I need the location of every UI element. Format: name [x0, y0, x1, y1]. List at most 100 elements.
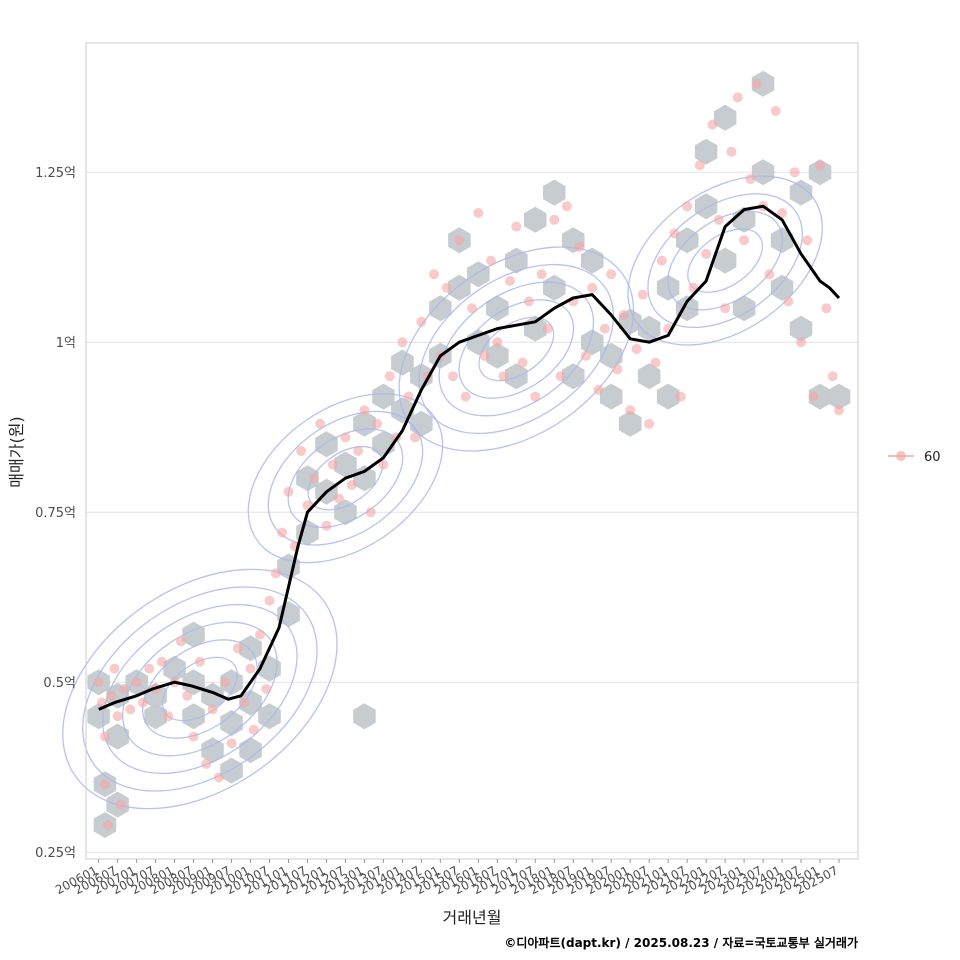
scatter-point	[416, 316, 427, 327]
hex-bin	[353, 703, 376, 730]
hex-bin	[144, 703, 167, 730]
scatter-point	[353, 446, 364, 456]
density-contour	[267, 410, 424, 546]
scatter-point	[732, 92, 743, 103]
scatter-point	[479, 350, 490, 361]
scatter-point	[93, 677, 104, 688]
scatter-point	[739, 235, 750, 246]
hex-bin	[239, 635, 262, 662]
scatter-point	[327, 459, 338, 470]
scatter-point	[245, 663, 256, 674]
hex-bin	[808, 159, 832, 186]
scatter-point	[441, 282, 452, 293]
scatter-point	[694, 160, 705, 171]
hex-bin	[467, 261, 490, 288]
scatter-point	[340, 432, 351, 443]
scatter-point	[808, 391, 819, 402]
hex-bin	[258, 703, 281, 730]
scatter-point	[599, 323, 610, 334]
hex-bin	[562, 363, 585, 390]
hex-bin	[201, 737, 224, 764]
scatter-point	[175, 636, 186, 647]
plot-panel-border	[85, 42, 859, 860]
scatter-point	[631, 344, 642, 354]
trend-line	[98, 204, 841, 711]
density-contour	[247, 393, 444, 564]
scatter-point	[321, 520, 332, 531]
scatter-point	[125, 704, 136, 715]
scatter-point	[593, 384, 604, 395]
hex-bin	[618, 410, 642, 437]
scatter-point	[682, 201, 693, 212]
scatter-point	[574, 242, 585, 252]
hex-bin	[808, 383, 832, 410]
scatter-point	[580, 350, 591, 361]
scatter-point	[454, 235, 465, 246]
scatter-point	[530, 391, 541, 402]
scatter-point	[707, 119, 718, 130]
hex-bin	[334, 451, 357, 478]
scatter-point	[821, 303, 832, 314]
scatter-point	[283, 486, 294, 497]
legend-key-point	[896, 451, 906, 461]
hex-bin	[239, 689, 262, 716]
hex-bin	[296, 519, 319, 546]
scatter-point	[163, 711, 174, 722]
y-axis-title: 매매가(원)	[7, 416, 26, 487]
scatter-point	[106, 690, 117, 701]
scatter-point	[207, 704, 218, 715]
scatter-point	[261, 684, 272, 694]
scatter-point	[131, 677, 142, 688]
scatter-point	[802, 235, 813, 246]
scatter-point	[359, 405, 370, 416]
scatter-point	[485, 255, 496, 266]
scatter-point	[448, 371, 459, 382]
scatter-point	[115, 799, 126, 810]
hex-bin	[505, 247, 528, 274]
scatter-point	[720, 303, 731, 314]
scatter-point	[675, 391, 686, 402]
scatter-point	[726, 146, 737, 157]
scatter-point	[555, 371, 566, 382]
scatter-point	[625, 405, 636, 416]
x-axis-title: 거래년월	[443, 908, 502, 927]
scatter-point	[498, 371, 509, 382]
hex-bin	[789, 179, 813, 206]
scatter-point	[99, 731, 110, 742]
scatter-point	[103, 820, 114, 830]
density-contour	[398, 246, 635, 452]
scatter-point	[384, 371, 395, 382]
hex-bin	[106, 723, 129, 750]
legend: 60	[888, 450, 941, 465]
scatter-point	[315, 418, 326, 429]
hex-bin	[505, 363, 528, 390]
scatter-point	[296, 446, 307, 456]
scatter-point	[188, 731, 199, 742]
hex-bin	[751, 70, 775, 97]
scatter-point	[201, 758, 212, 769]
hex-bin	[713, 247, 737, 274]
hex-bin	[429, 295, 452, 322]
scatter-point	[112, 711, 123, 722]
scatter-point	[745, 174, 756, 184]
y-tick-label: 0.75억	[35, 506, 76, 521]
y-tick-label: 0.5억	[43, 676, 76, 691]
scatter-point	[232, 643, 243, 654]
scatter-point	[796, 337, 807, 348]
scatter-point	[492, 337, 503, 348]
scatter-point	[255, 629, 266, 640]
scatter-point	[770, 106, 781, 116]
density-contour	[458, 299, 575, 399]
scatter-point	[118, 684, 129, 694]
caption: ©디아파트(dapt.kr) / 2025.08.23 / 자료=국토교통부 실…	[504, 935, 858, 950]
density-contour	[647, 193, 803, 329]
scatter-point	[777, 208, 788, 218]
scatter-point	[109, 663, 120, 674]
density-contour	[667, 210, 783, 311]
scatter-point	[264, 595, 275, 606]
scatter-point	[827, 371, 838, 382]
y-gridlines	[86, 171, 858, 853]
scatter-point	[467, 303, 477, 314]
